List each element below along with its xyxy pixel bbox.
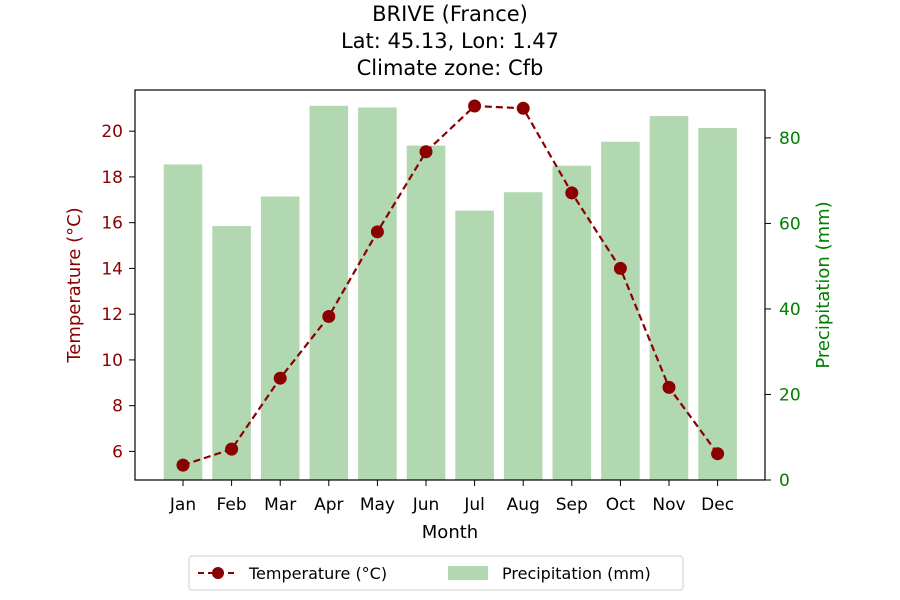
x-tick-label: Sep — [556, 495, 588, 515]
temperature-point — [711, 447, 725, 461]
temperature-series-line — [182, 104, 719, 467]
left-tick-label: 14 — [101, 259, 123, 279]
plot-frame — [134, 89, 766, 481]
precipitation-bar — [552, 165, 592, 480]
temperature-point — [273, 371, 287, 385]
legend-bar-swatch — [448, 566, 488, 580]
x-tick-label: Jan — [169, 495, 196, 515]
legend-label-temperature: Temperature (°C) — [248, 564, 387, 583]
left-tick-label: 8 — [112, 397, 123, 417]
right-axis-label: Precipitation (mm) — [813, 201, 834, 368]
title-line: BRIVE (France) — [372, 2, 528, 26]
chart-title: BRIVE (France) Lat: 45.13, Lon: 1.47 Clima… — [341, 2, 559, 80]
legend: Temperature (°C) Precipitation (mm) — [188, 555, 684, 591]
temperature-point — [419, 145, 433, 159]
temperature-point — [225, 442, 239, 456]
precipitation-bars — [163, 105, 737, 481]
precipitation-bar — [212, 225, 251, 480]
precipitation-bar — [503, 192, 543, 480]
right-tick-label: 0 — [779, 471, 790, 491]
precipitation-bar — [260, 196, 300, 480]
right-tick-label: 40 — [779, 300, 801, 320]
x-tick-label: Jul — [463, 495, 485, 515]
x-tick-label: Aug — [507, 495, 540, 515]
temperature-point — [468, 99, 482, 113]
left-tick-label: 6 — [112, 442, 123, 462]
temperature-point — [613, 261, 627, 275]
right-tick-label: 20 — [779, 385, 801, 405]
precipitation-bar — [455, 210, 494, 480]
title-line: Climate zone: Cfb — [357, 56, 544, 80]
left-tick-label: 10 — [101, 351, 123, 371]
right-tick-label: 60 — [779, 214, 801, 234]
x-tick-label: Nov — [652, 495, 685, 515]
x-tick-label: Oct — [606, 495, 636, 515]
x-tick-label: Jun — [412, 495, 440, 515]
x-tick-label: Mar — [264, 495, 296, 515]
legend-marker-swatch — [212, 567, 224, 579]
temperature-point — [565, 186, 579, 200]
title-line: Lat: 45.13, Lon: 1.47 — [341, 29, 559, 53]
legend-label-precipitation: Precipitation (mm) — [502, 564, 651, 583]
temperature-point — [516, 101, 530, 115]
left-tick-label: 20 — [101, 122, 123, 142]
x-tick-label: May — [360, 495, 395, 515]
temperature-point — [370, 225, 384, 239]
legend-box — [188, 555, 684, 591]
precipitation-axis: 0 20 40 60 80 — [765, 129, 801, 491]
temperature-point — [662, 380, 676, 394]
month-axis: Jan Feb Mar Apr May Jun Jul Aug Sep Oct Nov Dec — [169, 480, 734, 515]
precipitation-bar — [163, 164, 203, 480]
x-axis-label: Month — [422, 522, 478, 543]
temperature-axis: 6 8 10 12 14 16 18 20 — [101, 122, 135, 462]
temperature-point — [322, 309, 336, 323]
right-tick-label: 80 — [779, 129, 801, 149]
precipitation-bar — [698, 128, 737, 480]
left-tick-label: 12 — [101, 305, 123, 325]
x-tick-label: Feb — [217, 495, 247, 515]
temperature-line — [176, 99, 725, 472]
precipitation-bar — [406, 145, 446, 480]
left-tick-label: 18 — [101, 168, 123, 188]
temperature-point — [176, 458, 190, 472]
precipitation-bar — [649, 116, 689, 481]
precipitation-bar — [358, 107, 397, 480]
left-axis-label: Temperature (°C) — [64, 207, 85, 363]
x-tick-label: Apr — [314, 495, 343, 515]
left-tick-label: 16 — [101, 214, 123, 234]
precipitation-bar — [601, 141, 640, 481]
x-tick-label: Dec — [701, 495, 734, 515]
